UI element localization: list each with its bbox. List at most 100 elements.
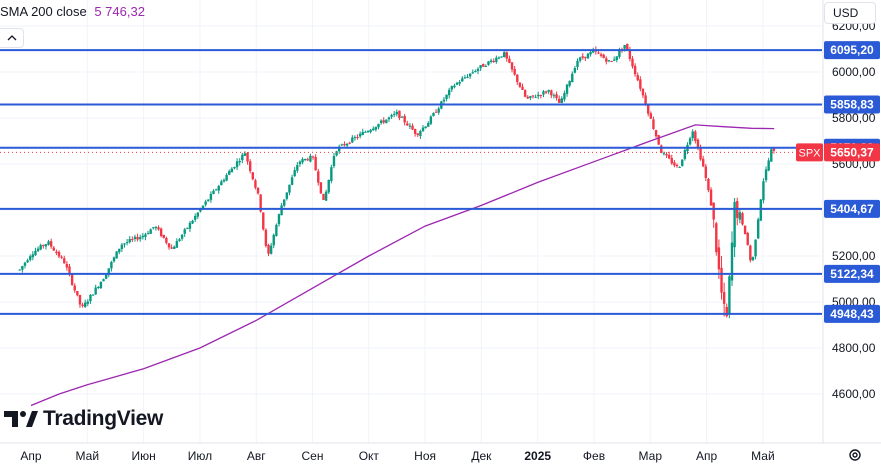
- candle-body: [118, 248, 121, 253]
- candle-body: [641, 89, 645, 96]
- candle-body: [667, 154, 671, 159]
- candle-body: [623, 44, 626, 49]
- candle-body: [91, 294, 95, 296]
- time-tick-label: Сен: [302, 449, 324, 463]
- level-label: 4948,43: [830, 307, 874, 321]
- candle-body: [592, 50, 595, 53]
- candle-body: [487, 61, 490, 65]
- candle-body: [479, 65, 482, 69]
- candle-body: [256, 187, 260, 194]
- candle-body: [99, 281, 103, 289]
- candle-body: [186, 227, 189, 229]
- candle-body: [311, 156, 315, 158]
- candle-body: [29, 256, 32, 260]
- candle-body: [314, 157, 317, 171]
- candle-body: [518, 82, 522, 87]
- candle-body: [97, 286, 100, 288]
- candle-body: [699, 147, 702, 160]
- candle-body: [343, 143, 346, 146]
- candle-body: [756, 219, 760, 239]
- price-tick-label: 5200,00: [832, 249, 876, 263]
- candle-body: [162, 235, 165, 238]
- candle-body: [712, 202, 715, 220]
- candle-body: [57, 251, 61, 257]
- candle-body: [220, 181, 223, 186]
- candle-body: [482, 63, 485, 67]
- candle-body: [173, 246, 176, 249]
- candle-body: [107, 268, 110, 275]
- candle-body: [369, 129, 372, 132]
- candle-body: [767, 160, 770, 171]
- candle-body: [633, 65, 637, 75]
- candle-body: [353, 137, 357, 139]
- chart-settings-button[interactable]: [845, 445, 865, 465]
- candle-body: [47, 241, 50, 245]
- candle-body: [722, 292, 726, 304]
- candle-body: [628, 49, 632, 60]
- chevron-up-icon: [7, 35, 16, 41]
- candle-body: [563, 93, 566, 100]
- candle-body: [285, 192, 289, 199]
- candle-body: [298, 161, 302, 165]
- candle-body: [657, 135, 660, 145]
- candle-body: [217, 185, 220, 191]
- candle-body: [573, 68, 577, 73]
- gear-icon: [849, 449, 861, 461]
- candle-body: [290, 177, 294, 185]
- candle-body: [463, 77, 467, 79]
- time-tick-label: Авг: [247, 449, 266, 463]
- candle-body: [484, 65, 488, 67]
- candle-body: [44, 244, 48, 247]
- candle-body: [762, 181, 765, 201]
- candle-body: [144, 234, 147, 237]
- symbol-tag: SPX: [798, 147, 821, 159]
- candle-body: [466, 76, 469, 78]
- time-tick-label: Июн: [131, 449, 155, 463]
- candle-body: [207, 199, 210, 202]
- candle-body: [552, 95, 556, 97]
- candle-body: [626, 43, 629, 50]
- candle-body: [65, 263, 69, 268]
- candle-body: [495, 57, 498, 62]
- candle-body: [403, 116, 406, 123]
- candle-body: [303, 158, 307, 160]
- time-tick-label: Фев: [583, 449, 605, 463]
- candle-body: [534, 96, 537, 98]
- candle-body: [751, 256, 755, 261]
- candle-body: [395, 111, 399, 115]
- candle-body: [631, 58, 634, 67]
- candle-body: [387, 117, 391, 120]
- candle-body: [309, 155, 312, 162]
- candle-body: [597, 52, 600, 54]
- candle-body: [602, 54, 605, 59]
- candle-body: [296, 165, 299, 171]
- candle-body: [654, 130, 658, 137]
- candle-body: [68, 266, 71, 275]
- candle-body: [183, 229, 186, 234]
- candle-body: [419, 131, 422, 136]
- candle-body: [110, 261, 113, 269]
- candle-body: [612, 59, 616, 61]
- currency-selector[interactable]: USD: [824, 2, 876, 24]
- candle-body: [120, 244, 124, 249]
- candle-body: [133, 236, 137, 239]
- candle-body: [649, 113, 653, 119]
- candle-body: [31, 254, 35, 258]
- time-axis: Апр Май Июн Июл Авг Сен Окт Ноя Дек 2025 Фев Мар Апр…: [0, 442, 881, 463]
- candle-body: [542, 91, 545, 95]
- candle-body: [508, 58, 511, 63]
- candle-body: [565, 84, 569, 94]
- candle-body: [267, 244, 270, 254]
- tradingview-logo-mark: [4, 411, 38, 427]
- candle-body: [675, 164, 679, 167]
- candle-body: [277, 214, 281, 225]
- time-tick-label: Мар: [639, 449, 663, 463]
- candle-body: [26, 260, 29, 263]
- candle-body: [327, 179, 330, 193]
- candle-body: [738, 212, 742, 220]
- candle-body: [89, 294, 92, 302]
- candle-body: [385, 119, 388, 124]
- candle-body: [607, 60, 611, 62]
- legend-collapse-button[interactable]: [0, 28, 24, 48]
